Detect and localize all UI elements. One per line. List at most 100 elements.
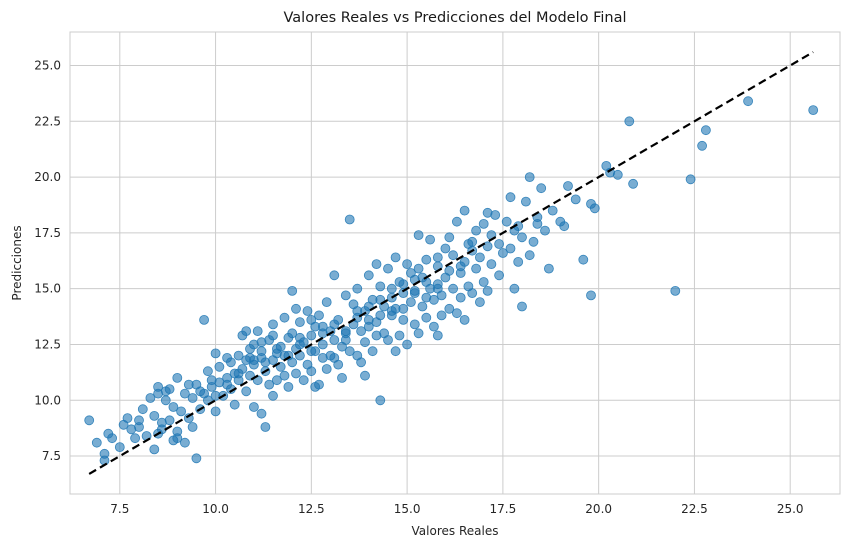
- data-point: [497, 248, 508, 258]
- x-axis-title: Valores Reales: [412, 524, 499, 538]
- x-tick-label: 20.0: [585, 502, 612, 516]
- y-tick-label: 12.5: [34, 337, 61, 351]
- data-point: [455, 292, 466, 303]
- data-point: [168, 402, 179, 412]
- data-point: [179, 437, 190, 448]
- data-point: [474, 252, 485, 263]
- data-point: [176, 406, 187, 417]
- data-point: [398, 314, 409, 325]
- x-tick-label: 15.0: [394, 502, 421, 516]
- data-point: [409, 319, 420, 330]
- data-point: [314, 310, 324, 321]
- data-point: [306, 314, 317, 325]
- data-point: [130, 433, 141, 444]
- data-point: [524, 172, 535, 183]
- data-point: [390, 252, 401, 263]
- chart-title: Valores Reales vs Predicciones del Model…: [284, 10, 627, 26]
- data-point: [383, 335, 393, 345]
- data-point: [697, 140, 707, 151]
- data-point: [264, 379, 275, 390]
- data-point: [302, 306, 313, 316]
- data-point: [528, 236, 539, 247]
- data-point: [191, 453, 202, 464]
- data-point: [532, 218, 543, 229]
- data-point: [808, 105, 819, 115]
- data-point: [402, 259, 413, 270]
- data-point: [329, 352, 340, 363]
- data-point: [145, 393, 156, 403]
- data-point: [505, 192, 516, 203]
- data-point: [444, 265, 455, 276]
- data-point: [233, 350, 244, 361]
- data-point: [482, 241, 493, 252]
- data-point: [371, 259, 382, 270]
- y-tick-label: 15.0: [34, 282, 61, 296]
- data-point: [268, 319, 278, 330]
- data-point: [509, 283, 520, 294]
- data-point: [486, 259, 497, 270]
- data-point: [482, 207, 493, 218]
- reference-line-group: [88, 51, 814, 475]
- data-point: [210, 390, 221, 401]
- data-point: [685, 174, 696, 185]
- data-point: [540, 225, 550, 236]
- data-point: [383, 263, 393, 274]
- data-point: [474, 297, 485, 308]
- data-point: [628, 178, 638, 189]
- data-point: [432, 252, 443, 263]
- data-point: [306, 330, 317, 341]
- data-point: [459, 205, 470, 216]
- data-point: [405, 297, 416, 308]
- data-point: [149, 410, 160, 421]
- data-point: [444, 232, 455, 243]
- data-point: [329, 319, 340, 330]
- data-point: [394, 330, 405, 341]
- data-point: [451, 216, 462, 227]
- data-point: [425, 234, 436, 245]
- data-point: [471, 263, 482, 274]
- data-point: [256, 337, 267, 348]
- data-point: [160, 395, 171, 406]
- data-point: [670, 285, 681, 296]
- y-tick-label: 7.5: [42, 449, 61, 463]
- data-point: [444, 303, 455, 314]
- data-point: [544, 263, 554, 274]
- data-point: [701, 125, 711, 136]
- data-point: [363, 270, 374, 281]
- data-point: [179, 388, 190, 399]
- data-point: [513, 256, 524, 267]
- data-point: [172, 433, 183, 444]
- data-point: [421, 292, 432, 303]
- data-point: [107, 433, 117, 444]
- data-point: [222, 352, 233, 363]
- data-point: [478, 218, 489, 229]
- data-point: [149, 444, 160, 455]
- data-point: [344, 346, 355, 357]
- data-point: [455, 261, 466, 272]
- data-point: [99, 448, 110, 459]
- data-point: [241, 326, 252, 337]
- data-point: [432, 330, 443, 341]
- data-point: [367, 346, 378, 357]
- data-point: [494, 270, 505, 281]
- data-point: [521, 196, 531, 207]
- data-point: [248, 402, 259, 412]
- data-point: [294, 339, 305, 350]
- data-point: [432, 283, 443, 294]
- data-point: [363, 314, 374, 325]
- data-point: [398, 279, 409, 290]
- data-point: [222, 379, 233, 390]
- data-point: [586, 290, 596, 301]
- data-point: [467, 236, 478, 247]
- data-point: [340, 290, 351, 301]
- data-point: [517, 301, 527, 312]
- data-point: [570, 194, 581, 205]
- data-point: [137, 404, 148, 415]
- data-point: [589, 203, 600, 214]
- data-point: [172, 372, 183, 383]
- data-point: [287, 285, 298, 296]
- data-point: [321, 364, 332, 374]
- data-point: [413, 230, 424, 241]
- data-point: [206, 381, 217, 392]
